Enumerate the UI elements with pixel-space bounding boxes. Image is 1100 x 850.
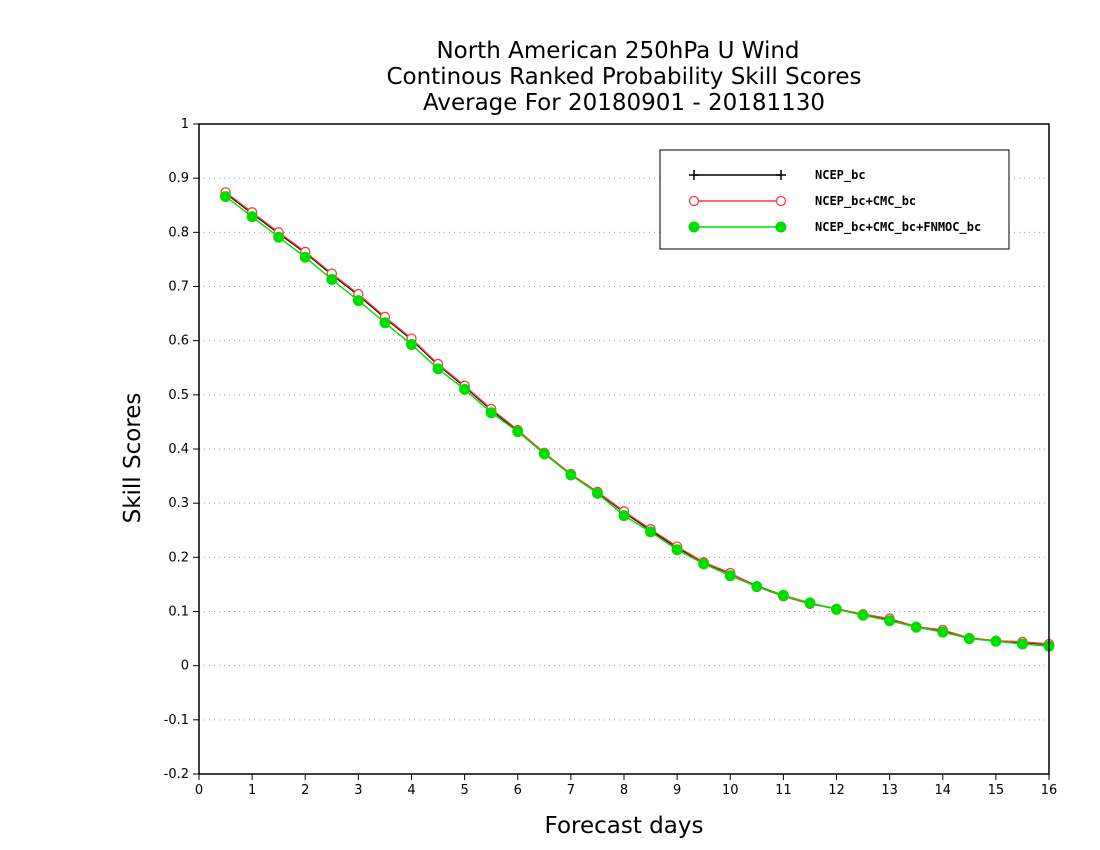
legend-label-1: NCEP_bc+CMC_bc	[815, 194, 916, 209]
series-2-point-2	[273, 231, 285, 243]
legend-marker-right-1	[775, 195, 787, 207]
y-tick-label-7: 0.5	[168, 388, 189, 403]
series-2-point-4	[326, 273, 338, 285]
series-2-point-14	[591, 487, 603, 499]
y-tick-label-2: 0	[181, 659, 189, 674]
axes: -0.2-0.100.10.20.30.40.50.60.70.80.910 1 2…	[164, 117, 1058, 798]
x-tick-label-15: 15	[988, 783, 1005, 798]
y-tick-label-8: 0.6	[168, 334, 189, 349]
x-tick-label-10: 10	[722, 783, 739, 798]
x-tick-label-6: 6	[514, 783, 522, 798]
series-2-point-10	[485, 407, 497, 419]
chart-title-line-1: North American 250hPa U Wind	[436, 38, 799, 64]
series-2-point-25	[884, 615, 896, 627]
series-1	[220, 187, 1055, 650]
x-tick-label-11: 11	[775, 783, 792, 798]
legend-label-2: NCEP_bc+CMC_bc+FNMOC_bc	[815, 220, 981, 235]
x-tick-label-16: 16	[1041, 783, 1058, 798]
series-2-point-26	[910, 621, 922, 633]
y-tick-label-12: 1	[181, 117, 189, 132]
x-tick-label-14: 14	[934, 783, 951, 798]
series-2-point-9	[459, 383, 471, 395]
y-tick-label-3: 0.1	[168, 605, 189, 620]
series-layer	[220, 187, 1055, 652]
y-tick-label-11: 0.9	[168, 171, 189, 186]
y-tick-label-5: 0.3	[168, 496, 189, 511]
x-tick-label-3: 3	[354, 783, 362, 798]
x-tick-label-1: 1	[248, 783, 256, 798]
series-2-point-24	[857, 609, 869, 621]
chart-title: North American 250hPa U Wind Continous R…	[386, 38, 861, 116]
series-2-point-8	[432, 363, 444, 375]
x-tick-label-13: 13	[881, 783, 898, 798]
y-tick-label-1: -0.1	[164, 713, 189, 728]
series-2-point-1	[246, 211, 258, 223]
series-2-point-13	[565, 469, 577, 481]
legend-box	[659, 149, 1010, 250]
series-2-point-19	[724, 570, 736, 582]
x-axis-title: Forecast days	[545, 813, 704, 839]
series-2	[220, 191, 1055, 652]
x-tick-label-4: 4	[407, 783, 415, 798]
series-2-point-3	[299, 251, 311, 263]
series-2-point-22	[804, 597, 816, 609]
series-2-point-7	[406, 338, 417, 350]
series-2-point-11	[512, 426, 524, 438]
series-2-point-21	[777, 589, 789, 601]
series-2-point-29	[990, 635, 1002, 647]
series-2-point-5	[352, 295, 364, 307]
legend-marker-left-2	[688, 221, 700, 233]
series-2-point-15	[618, 510, 630, 522]
x-tick-label-12: 12	[828, 783, 845, 798]
series-1-line	[225, 191, 1050, 645]
series-2-point-0	[220, 191, 232, 203]
x-tick-label-9: 9	[673, 783, 681, 798]
series-2-point-18	[698, 558, 710, 570]
series-2-point-16	[645, 526, 657, 538]
series-0	[220, 188, 1054, 650]
legend-marker-right-2	[775, 221, 787, 233]
legend-marker-left-1	[688, 195, 700, 207]
legend: NCEP_bc NCEP_bc+CMC_bc NCEP_bc+CMC_bc+FNMO…	[659, 149, 1010, 250]
legend-marker-left-0	[689, 170, 699, 180]
y-tick-label-4: 0.2	[168, 550, 189, 565]
series-2-point-28	[963, 633, 975, 645]
y-tick-label-10: 0.8	[168, 225, 189, 240]
plot-frame	[198, 123, 1050, 775]
x-tick-label-5: 5	[460, 783, 468, 798]
x-tick-label-8: 8	[620, 783, 628, 798]
x-tick-label-2: 2	[301, 783, 309, 798]
series-0-line	[225, 192, 1050, 646]
series-2-point-6	[379, 317, 391, 329]
legend-marker-right-0	[776, 170, 786, 180]
series-2-point-27	[937, 626, 949, 638]
y-tick-label-9: 0.7	[168, 280, 189, 295]
series-2-point-20	[751, 581, 763, 593]
series-2-point-30	[1016, 638, 1028, 650]
series-2-line	[225, 196, 1050, 647]
series-2-point-12	[538, 448, 550, 460]
series-2-point-23	[831, 603, 842, 615]
y-axis-title: Skill Scores	[120, 393, 146, 524]
chart-title-line-2: Continous Ranked Probability Skill Score…	[386, 64, 861, 90]
x-tick-label-0: 0	[195, 783, 203, 798]
series-2-point-17	[671, 544, 683, 556]
chart-title-line-3: Average For 20180901 - 20181130	[423, 90, 825, 116]
legend-label-0: NCEP_bc	[815, 168, 866, 183]
y-tick-label-6: 0.4	[168, 442, 189, 457]
x-tick-label-7: 7	[567, 783, 575, 798]
y-tick-label-0: -0.2	[164, 767, 189, 782]
